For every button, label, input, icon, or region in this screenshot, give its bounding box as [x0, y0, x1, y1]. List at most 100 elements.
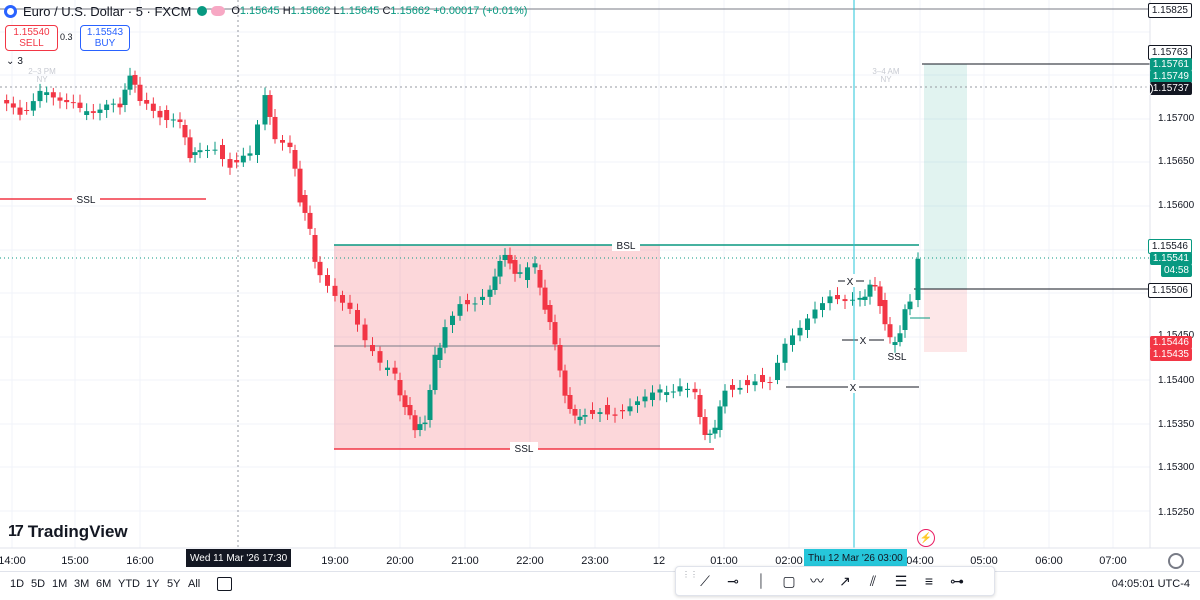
candle-body	[812, 309, 818, 319]
range-5y[interactable]: 5Y	[167, 578, 181, 590]
candle-body	[745, 380, 750, 386]
calendar-icon[interactable]	[217, 577, 232, 591]
candle-body	[842, 299, 848, 302]
candle-body	[412, 415, 418, 431]
vertical-line-icon[interactable]: ⏐	[757, 572, 765, 589]
candle-body	[902, 309, 908, 330]
candle-body	[702, 417, 708, 435]
candle-body	[97, 109, 103, 113]
candle-body	[332, 285, 338, 296]
fib-retracement-icon[interactable]: ☰	[894, 572, 908, 589]
ray-icon[interactable]: ⊸	[727, 572, 739, 589]
candle-body	[472, 303, 478, 305]
candle-body	[220, 145, 225, 160]
candle-body	[137, 84, 143, 102]
bar-countdown-label: 04:58	[1160, 264, 1192, 277]
trend-line-icon[interactable]: ⟋	[700, 572, 710, 589]
time-tick: 04:00	[906, 555, 934, 567]
session-label-2-sub: NY	[880, 75, 892, 84]
price-label-1-15763[interactable]: 1.15763	[1147, 45, 1192, 60]
session-label-1-sub: NY	[36, 75, 48, 84]
stop-zone	[924, 289, 967, 352]
candle-body	[892, 342, 898, 345]
price-tick: 1.15450	[1158, 330, 1194, 341]
candle-body	[272, 116, 278, 140]
range-3m[interactable]: 3M	[74, 578, 90, 590]
fib-extension-icon[interactable]: ≡	[924, 573, 934, 589]
candle-body	[422, 422, 428, 425]
clock-readout[interactable]: 04:05:01 UTC-4	[1111, 578, 1190, 590]
candle-body	[164, 110, 170, 121]
candle-body	[805, 318, 810, 330]
candle-body	[307, 212, 313, 229]
sell-button[interactable]: 1.15540 SELL	[5, 25, 58, 51]
symbol-title[interactable]: Euro / U.S. Dollar · 5 · FXCM	[23, 3, 192, 19]
arrow-icon[interactable]: ↗	[839, 572, 851, 589]
range-all[interactable]: All	[188, 578, 201, 590]
crosshair-price-label: 1.15737	[1149, 82, 1192, 95]
candle-body	[664, 392, 670, 395]
buy-price: 1.15543	[86, 27, 124, 38]
candle-body	[887, 324, 893, 338]
candle-body	[177, 119, 183, 123]
candle-body	[722, 390, 728, 407]
range-1m[interactable]: 1M	[52, 578, 68, 590]
candle-body	[4, 100, 10, 104]
candle-body	[280, 140, 285, 143]
candle-body	[317, 261, 323, 276]
candle-body	[234, 160, 240, 163]
drag-handle-icon[interactable]: ⋮⋮	[682, 570, 698, 579]
candle-body	[552, 322, 558, 345]
candle-body	[90, 111, 96, 113]
candle-body	[117, 103, 123, 108]
candle-body	[907, 301, 913, 310]
candle-body	[385, 367, 390, 370]
price-tick: 1.15600	[1158, 200, 1195, 211]
buy-label: BUY	[94, 38, 116, 49]
indicators-toggle[interactable]: ⌄ 3	[6, 56, 23, 67]
candle-body	[707, 433, 713, 435]
range-1d[interactable]: 1D	[10, 578, 25, 590]
price-tick: 1.15250	[1158, 507, 1195, 518]
path-icon[interactable]: 〰	[810, 573, 824, 589]
candle-body	[37, 90, 43, 102]
candle-body	[325, 275, 330, 286]
candle-body	[775, 362, 780, 380]
candle-body	[227, 159, 233, 168]
rectangle-icon[interactable]: ▢	[782, 572, 796, 589]
candle-body	[557, 345, 563, 371]
time-tick: 16:00	[126, 555, 154, 567]
range-ytd[interactable]: YTD	[118, 578, 140, 590]
parallel-channel-icon[interactable]: ⫽	[869, 572, 877, 589]
candle-body	[507, 254, 513, 264]
candle-body	[437, 347, 443, 360]
visibility-icon[interactable]	[211, 6, 226, 16]
range-1y[interactable]: 1Y	[146, 578, 160, 590]
candle-body	[487, 289, 493, 297]
last-price-label: 1.15541	[1149, 252, 1192, 265]
range-5d[interactable]: 5D	[31, 578, 46, 590]
candle-body	[532, 263, 538, 268]
price-label-1-15825[interactable]: 1.15825	[1147, 3, 1192, 18]
time-tick: 19:00	[321, 555, 349, 567]
bsl-label: BSL	[617, 241, 636, 252]
market-status-icon[interactable]	[197, 6, 208, 16]
lightning-icon[interactable]: ⚡	[917, 529, 935, 547]
price-label-1-15506[interactable]: 1.15506	[1147, 283, 1192, 298]
candle-body	[567, 395, 573, 410]
add-alert-icon[interactable]: +	[1139, 82, 1153, 96]
candle-body	[692, 388, 698, 393]
buy-button[interactable]: 1.15543 BUY	[80, 25, 130, 51]
ssl-left-label: SSL	[77, 195, 96, 206]
horizontal-ray-icon[interactable]: ⊶	[950, 572, 964, 589]
range-6m[interactable]: 6M	[96, 578, 112, 590]
sell-price: 1.15540	[13, 27, 50, 38]
tradingview-logo[interactable]: 17 TradingView	[8, 522, 128, 542]
chart-header: Euro / U.S. Dollar · 5 · FXCM O1.15645 H…	[0, 0, 527, 22]
candle-body	[582, 415, 588, 417]
candle-body	[17, 107, 23, 115]
candle-body	[104, 104, 110, 110]
settings-gear-icon[interactable]	[1168, 553, 1184, 569]
candle-body	[737, 387, 743, 390]
